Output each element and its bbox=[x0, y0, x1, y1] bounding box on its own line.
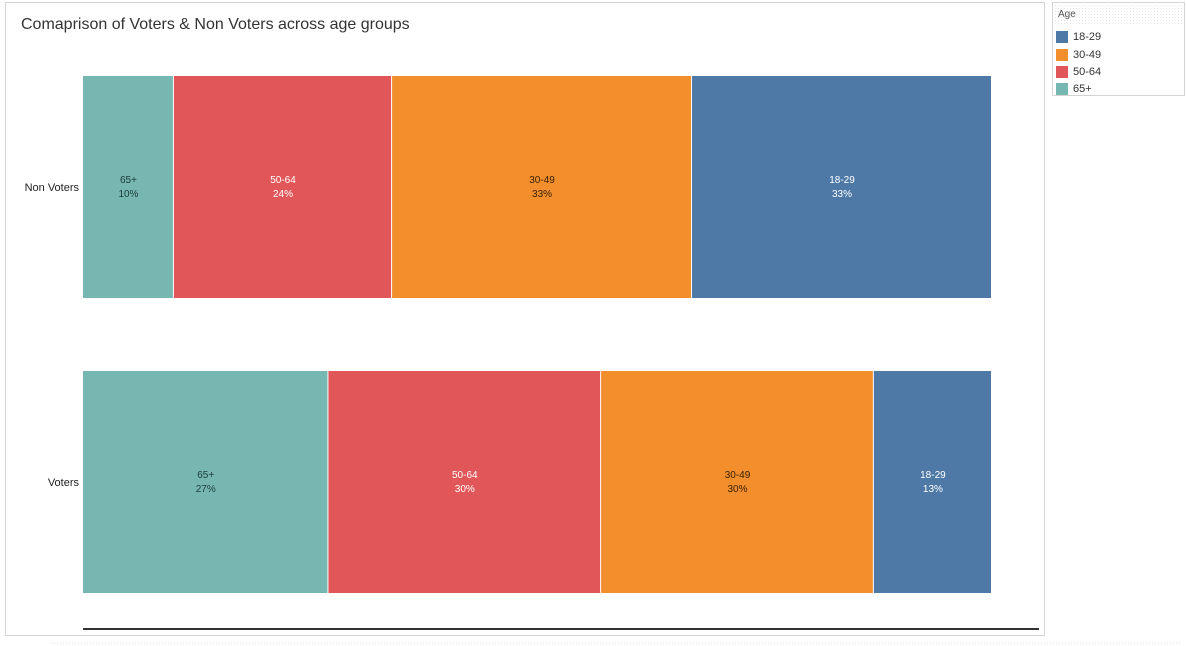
segment-value-label-non-voters-65-plus: 10% bbox=[118, 189, 138, 200]
segment-value-label-voters-50-64: 30% bbox=[455, 484, 475, 495]
bar-segment-voters-50-64[interactable] bbox=[328, 371, 601, 593]
legend-swatch-30-49 bbox=[1056, 49, 1068, 61]
legend-item-50-64[interactable]: 50-64 bbox=[1056, 64, 1101, 80]
segment-name-label-voters-50-64: 50-64 bbox=[452, 470, 478, 481]
row-label-non-voters: Non Voters bbox=[25, 182, 80, 194]
legend-swatch-50-64 bbox=[1056, 66, 1068, 78]
segment-value-label-voters-65-plus: 27% bbox=[196, 484, 216, 495]
legend-header bbox=[1054, 4, 1183, 26]
legend-swatch-65-plus bbox=[1056, 83, 1068, 95]
chart-title: Comaprison of Voters & Non Voters across… bbox=[21, 16, 410, 33]
legend-label-18-29: 18-29 bbox=[1073, 31, 1102, 43]
row-label-voters: Voters bbox=[48, 477, 80, 489]
segment-name-label-voters-65-plus: 65+ bbox=[197, 470, 214, 481]
bar-segment-voters-18-29[interactable] bbox=[873, 371, 991, 593]
segment-value-label-non-voters-18-29: 33% bbox=[832, 189, 852, 200]
segment-name-label-non-voters-65-plus: 65+ bbox=[120, 175, 137, 186]
legend-item-30-49[interactable]: 30-49 bbox=[1056, 47, 1101, 63]
segment-name-label-voters-18-29: 18-29 bbox=[920, 470, 946, 481]
segment-name-label-non-voters-30-49: 30-49 bbox=[529, 175, 555, 186]
segment-value-label-voters-30-49: 30% bbox=[727, 484, 747, 495]
legend-swatch-18-29 bbox=[1056, 31, 1068, 43]
segment-value-label-non-voters-50-64: 24% bbox=[273, 189, 293, 200]
bottom-divider bbox=[50, 642, 1180, 644]
legend-label-30-49: 30-49 bbox=[1073, 49, 1102, 61]
bar-segment-non-voters-65-plus[interactable] bbox=[83, 76, 173, 298]
legend-item-18-29[interactable]: 18-29 bbox=[1056, 29, 1101, 45]
segment-name-label-non-voters-50-64: 50-64 bbox=[270, 175, 296, 186]
segment-name-label-voters-30-49: 30-49 bbox=[725, 470, 751, 481]
stacked-bar-chart: Non Voters 65+ 10% 50-64 24% 30-49 33% 18-29 33%… bbox=[25, 76, 1039, 630]
segment-name-label-non-voters-18-29: 18-29 bbox=[829, 175, 855, 186]
legend-title: Age bbox=[1058, 9, 1076, 20]
bar-segment-non-voters-50-64[interactable] bbox=[173, 76, 392, 298]
segment-value-label-voters-18-29: 13% bbox=[923, 484, 943, 495]
legend-label-65-plus: 65+ bbox=[1073, 83, 1092, 95]
legend-label-50-64: 50-64 bbox=[1073, 66, 1102, 78]
bar-segment-voters-30-49[interactable] bbox=[601, 371, 873, 593]
segment-value-label-non-voters-30-49: 33% bbox=[532, 189, 552, 200]
legend-item-65-plus[interactable]: 65+ bbox=[1056, 81, 1092, 97]
bar-segment-voters-65-plus[interactable] bbox=[83, 371, 328, 593]
bar-segment-non-voters-18-29[interactable] bbox=[692, 76, 991, 298]
bar-segment-non-voters-30-49[interactable] bbox=[392, 76, 692, 298]
legend: Age 18-29 30-49 50-64 65+ bbox=[1052, 2, 1185, 96]
